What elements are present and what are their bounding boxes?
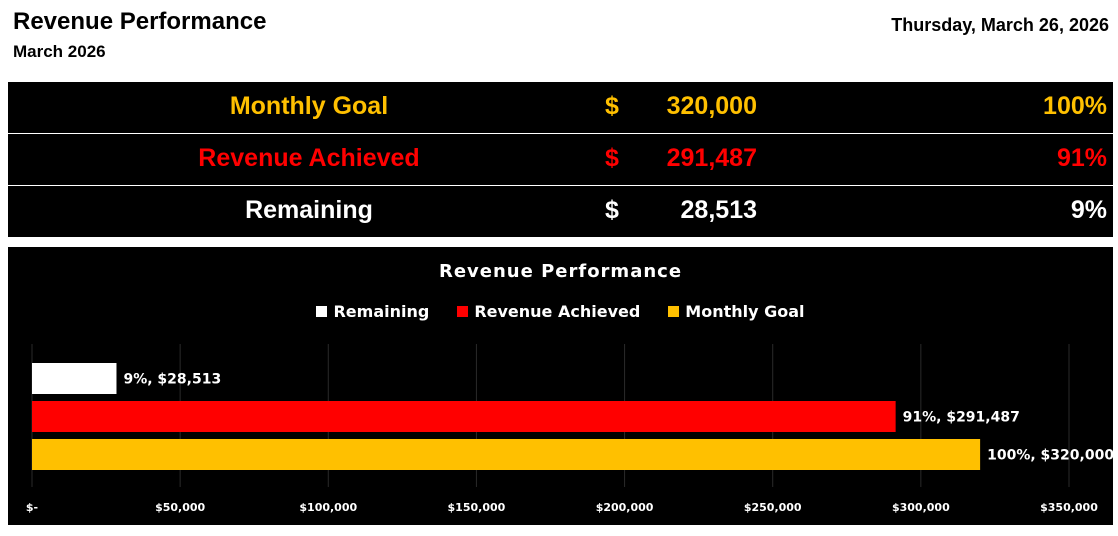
x-tick-label: $200,000 bbox=[596, 501, 654, 514]
summary-label: Monthly Goal bbox=[229, 92, 389, 120]
x-tick-label: $250,000 bbox=[744, 501, 802, 514]
legend-label: Monthly Goal bbox=[685, 302, 805, 321]
legend-item-monthly-goal: Monthly Goal bbox=[668, 302, 805, 321]
bar-chart: $- $50,000 $100,000 $150,000 $200,000 $250,00… bbox=[26, 344, 1113, 514]
summary-currency: $ bbox=[605, 196, 619, 224]
x-tick-label: $300,000 bbox=[892, 501, 950, 514]
summary-amount: 28,513 bbox=[680, 196, 757, 224]
legend-label: Revenue Achieved bbox=[474, 302, 641, 321]
data-label: 100%, $320,000 bbox=[987, 448, 1113, 464]
legend-swatch bbox=[668, 306, 680, 317]
summary-row-remaining: Remaining $ 28,513 9% bbox=[8, 186, 1113, 237]
chart-container: Revenue Performance Remaining Revenue Ac… bbox=[8, 247, 1113, 525]
summary-percent: 91% bbox=[1056, 144, 1107, 172]
page-subtitle: March 2026 bbox=[13, 42, 106, 61]
x-tick-label: $50,000 bbox=[155, 501, 205, 514]
summary-table: Monthly Goal $ 320,000 100% Revenue Achi… bbox=[8, 82, 1113, 237]
summary-amount: 320,000 bbox=[666, 92, 757, 120]
page-title: Revenue Performance bbox=[13, 8, 267, 35]
legend-item-remaining: Remaining bbox=[316, 302, 429, 321]
x-tick-label: $100,000 bbox=[299, 501, 357, 514]
summary-currency: $ bbox=[605, 92, 619, 120]
bar-revenue-achieved bbox=[32, 401, 896, 432]
legend-swatch bbox=[316, 306, 328, 317]
summary-row-monthly-goal: Monthly Goal $ 320,000 100% bbox=[8, 82, 1113, 134]
chart-title: Revenue Performance bbox=[438, 261, 683, 282]
summary-currency: $ bbox=[605, 144, 619, 172]
x-tick-label: $350,000 bbox=[1040, 501, 1098, 514]
summary-percent: 9% bbox=[1070, 196, 1107, 224]
summary-percent: 100% bbox=[1043, 92, 1107, 120]
data-label: 91%, $291,487 bbox=[903, 410, 1020, 426]
report-date: Thursday, March 26, 2026 bbox=[891, 15, 1109, 35]
x-tick-label: $- bbox=[26, 501, 38, 514]
legend-swatch bbox=[457, 306, 469, 317]
chart-legend: Remaining Revenue Achieved Monthly Goal bbox=[8, 302, 1113, 321]
data-label: 9%, $28,513 bbox=[123, 372, 221, 388]
summary-label: Revenue Achieved bbox=[198, 144, 420, 172]
summary-label: Remaining bbox=[245, 196, 373, 224]
legend-label: Remaining bbox=[333, 302, 430, 321]
bar-remaining bbox=[32, 363, 117, 394]
bar-monthly-goal bbox=[32, 439, 981, 470]
summary-amount: 291,487 bbox=[666, 144, 757, 172]
x-tick-label: $150,000 bbox=[448, 501, 506, 514]
legend-item-revenue-achieved: Revenue Achieved bbox=[457, 302, 640, 321]
summary-row-revenue-achieved: Revenue Achieved $ 291,487 91% bbox=[8, 134, 1113, 186]
